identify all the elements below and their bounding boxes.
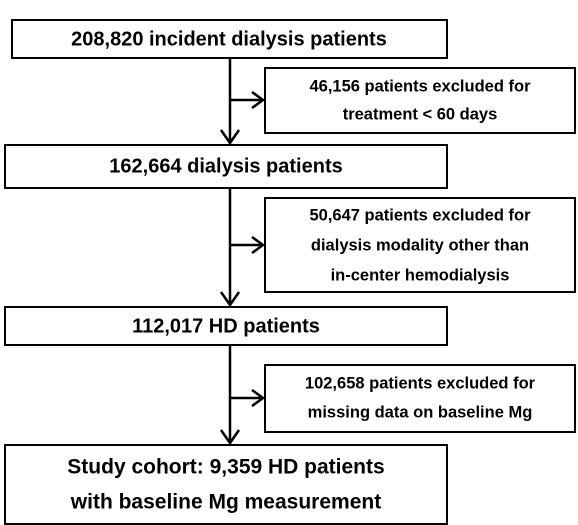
box <box>4 444 448 525</box>
arrow-head <box>219 429 241 446</box>
box-text: Study cohort: 9,359 HD patients <box>67 456 384 479</box>
box-text: 208,820 incident dialysis patients <box>71 28 387 50</box>
arrow-head <box>251 235 266 255</box>
box <box>4 144 448 189</box>
arrow-head <box>219 129 241 146</box>
box <box>11 19 448 59</box>
box-text: missing data on baseline Mg <box>308 403 533 421</box>
box-text: 102,658 patients excluded for <box>305 374 536 392</box>
arrow-head <box>219 291 241 308</box>
box-text: 50,647 patients excluded for <box>309 206 531 224</box>
exclusion-box <box>264 67 576 134</box>
box-text: 162,664 dialysis patients <box>109 155 342 177</box>
box-text: 46,156 patients excluded for <box>309 77 531 95</box>
exclusion-box <box>264 197 576 293</box>
exclusion-box <box>264 364 576 433</box>
arrow-head <box>251 388 266 408</box>
box <box>4 306 448 346</box>
box-text: treatment < 60 days <box>343 105 498 123</box>
box-text: 112,017 HD patients <box>132 315 320 337</box>
box-text: dialysis modality other than <box>311 236 529 254</box>
box-text: in-center hemodialysis <box>331 266 510 284</box>
arrow-head <box>251 90 266 110</box>
box-text: with baseline Mg measurement <box>70 491 381 514</box>
